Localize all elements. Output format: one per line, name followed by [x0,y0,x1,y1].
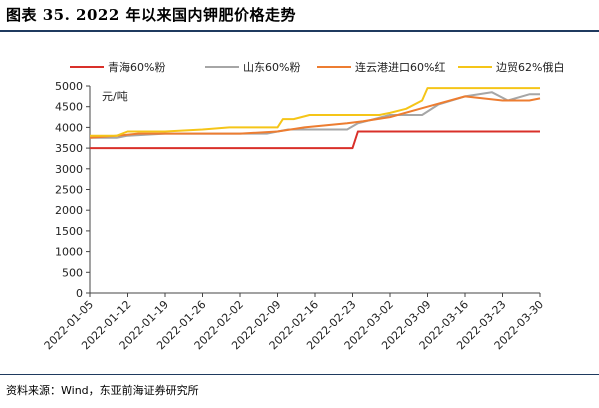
legend-label-1: 青海60%粉 [108,60,165,74]
source-note: 资料来源：Wind，东亚前海证券研究所 [6,384,199,397]
y-tick-label: 1500 [55,225,83,238]
series-line-3 [89,95,541,139]
y-tick-label: 4000 [55,121,83,134]
y-tick-label: 0 [76,287,83,300]
y-tick-label: 3500 [55,142,83,155]
y-axis-unit-label: 元/吨 [102,90,128,103]
legend-label-3: 连云港进口60%红 [355,61,445,74]
y-tick-label: 1000 [55,246,83,259]
x-axis: 2022-01-052022-01-122022-01-192022-01-26… [42,292,546,352]
price-line-chart: 青海60%粉 山东60%粉 连云港进口60%红 边贸62%俄白 元/吨 0 500 100… [42,60,565,352]
legend-label-2: 山东60%粉 [243,61,300,74]
figure-title: 图表 35. 2022 年以来国内钾肥价格走势 [6,6,297,24]
y-tick-label: 500 [62,266,83,279]
series-line-4 [90,87,540,137]
y-tick-label: 2000 [55,204,83,217]
y-tick-label: 3000 [55,163,83,176]
series-line-1 [90,130,540,150]
title-rule [0,30,599,32]
chart-legend: 青海60%粉 山东60%粉 连云港进口60%红 边贸62%俄白 [70,60,564,74]
y-tick-label: 2500 [55,184,83,197]
source-rule [0,374,599,375]
y-tick-label: 5000 [55,80,83,93]
y-axis: 0 500 1000 1500 2000 2500 3000 3500 4000 4500 5000 [55,80,91,300]
series-lines [89,87,541,150]
y-tick-label: 4500 [55,101,83,114]
legend-label-4: 边贸62%俄白 [496,60,564,74]
